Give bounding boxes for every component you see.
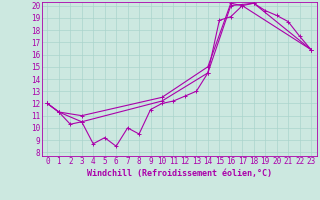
X-axis label: Windchill (Refroidissement éolien,°C): Windchill (Refroidissement éolien,°C) [87,169,272,178]
